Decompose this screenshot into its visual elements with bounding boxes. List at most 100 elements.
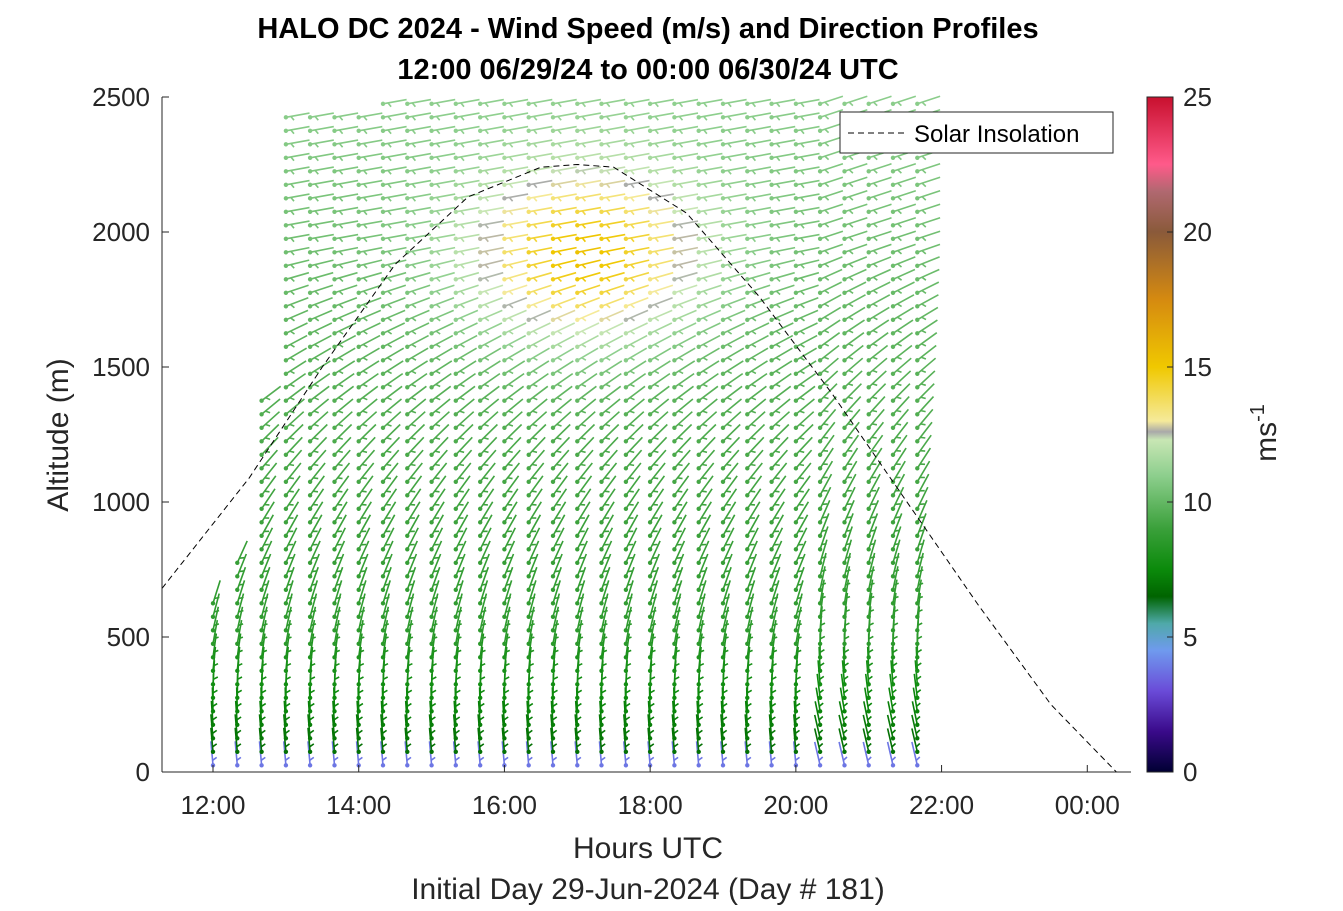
wind-barb-flag (629, 423, 635, 427)
wind-barb-dot (502, 371, 507, 376)
wind-barb-flag (848, 329, 854, 334)
wind-barb (601, 309, 624, 321)
wind-barb-dot (672, 371, 677, 376)
wind-barb-flag (698, 662, 705, 667)
wind-barb-dot (380, 209, 386, 214)
wind-barb-dot (769, 115, 774, 120)
wind-barb-flag (483, 477, 489, 480)
wind-barb-dot (453, 574, 458, 579)
wind-barb-dot (696, 614, 701, 619)
wind-barb (819, 243, 844, 254)
wind-barb-flag (580, 410, 587, 414)
wind-barb-dot (915, 358, 920, 363)
wind-barb (868, 268, 892, 281)
wind-barb-dot (842, 547, 847, 552)
wind-barb (844, 163, 868, 173)
wind-barb (577, 179, 602, 186)
wind-barb (600, 449, 618, 469)
wind-barb-dot (672, 695, 677, 700)
wind-barb (813, 714, 821, 739)
wind-barb (601, 166, 626, 173)
wind-barb (911, 741, 919, 766)
wind-barb-flag (362, 370, 368, 375)
wind-barb-flag (338, 237, 344, 243)
wind-barb-flag (286, 609, 293, 613)
wind-barb (455, 540, 467, 564)
wind-barb (892, 203, 917, 213)
wind-barb (649, 449, 667, 469)
wind-barb (285, 193, 310, 200)
wind-barb-flag (335, 636, 341, 640)
wind-barb (843, 460, 858, 483)
wind-barb-flag (677, 450, 683, 454)
wind-barb-flag (678, 142, 684, 148)
wind-barb-flag (872, 276, 878, 281)
wind-barb (844, 256, 868, 267)
wind-barb-dot (745, 115, 750, 120)
wind-barb-flag (290, 277, 295, 282)
wind-barb (334, 360, 356, 375)
wind-barb (868, 243, 892, 254)
wind-barb (770, 488, 786, 510)
wind-barb-flag (727, 277, 732, 282)
wind-barb-flag (654, 264, 659, 269)
wind-barb-dot (356, 506, 361, 511)
wind-barb-dot (429, 682, 434, 687)
wind-barb-dot (672, 128, 677, 133)
wind-barb-flag (483, 383, 490, 388)
wind-barb-flag (289, 303, 295, 309)
wind-barb-flag (654, 303, 660, 309)
wind-barb-dot (599, 506, 604, 511)
wind-barb-dot (647, 628, 653, 633)
wind-barb-dot (429, 277, 434, 282)
wind-barb-flag (483, 463, 489, 467)
wind-barb-dot (550, 182, 556, 187)
wind-barb-dot (647, 277, 653, 282)
wind-barb-flag (703, 223, 708, 229)
wind-barb (649, 475, 666, 496)
wind-barb (771, 322, 794, 335)
wind-barb-dot (380, 574, 386, 579)
wind-barb-flag (798, 463, 805, 467)
wind-barb-flag (507, 477, 513, 480)
wind-barb-flag (435, 156, 441, 162)
wind-barb-flag (871, 423, 878, 426)
wind-barb-flag (772, 596, 779, 600)
wind-barb-flag (460, 264, 465, 269)
wind-barb-flag (722, 716, 728, 721)
wind-barb (795, 322, 818, 335)
wind-barb-dot (745, 439, 750, 444)
wind-barb-dot (769, 263, 774, 268)
wind-barb (770, 462, 788, 483)
wind-barb-flag (800, 129, 805, 135)
wind-barb (285, 488, 300, 510)
wind-barb (358, 436, 376, 456)
wind-barb-flag (410, 423, 417, 427)
wind-barb (649, 514, 663, 537)
wind-barb-flag (629, 357, 635, 361)
wind-barb (868, 163, 892, 173)
wind-barb (625, 98, 650, 105)
wind-barb (528, 152, 553, 159)
wind-barb (916, 473, 930, 496)
wind-barb-dot (842, 290, 847, 295)
wind-barb-dot (575, 317, 580, 322)
wind-barb-dot (745, 466, 750, 471)
wind-barb-dot (915, 155, 920, 160)
wind-barb-flag (800, 277, 805, 282)
wind-barb (479, 527, 492, 550)
wind-barb-dot (380, 128, 386, 133)
wind-barb-flag (532, 129, 538, 135)
wind-barb-flag (484, 317, 490, 322)
wind-barb (552, 98, 577, 105)
wind-barb (770, 553, 782, 577)
wind-barb-dot (356, 574, 361, 579)
wind-barb-flag (406, 729, 412, 734)
wind-barb-flag (702, 423, 708, 427)
wind-barb-flag (600, 702, 607, 707)
wind-barb-dot (210, 695, 216, 700)
wind-barb-flag (872, 249, 878, 255)
wind-barb-flag (823, 329, 830, 334)
wind-barb-flag (212, 756, 218, 761)
wind-barb-dot (793, 614, 799, 619)
